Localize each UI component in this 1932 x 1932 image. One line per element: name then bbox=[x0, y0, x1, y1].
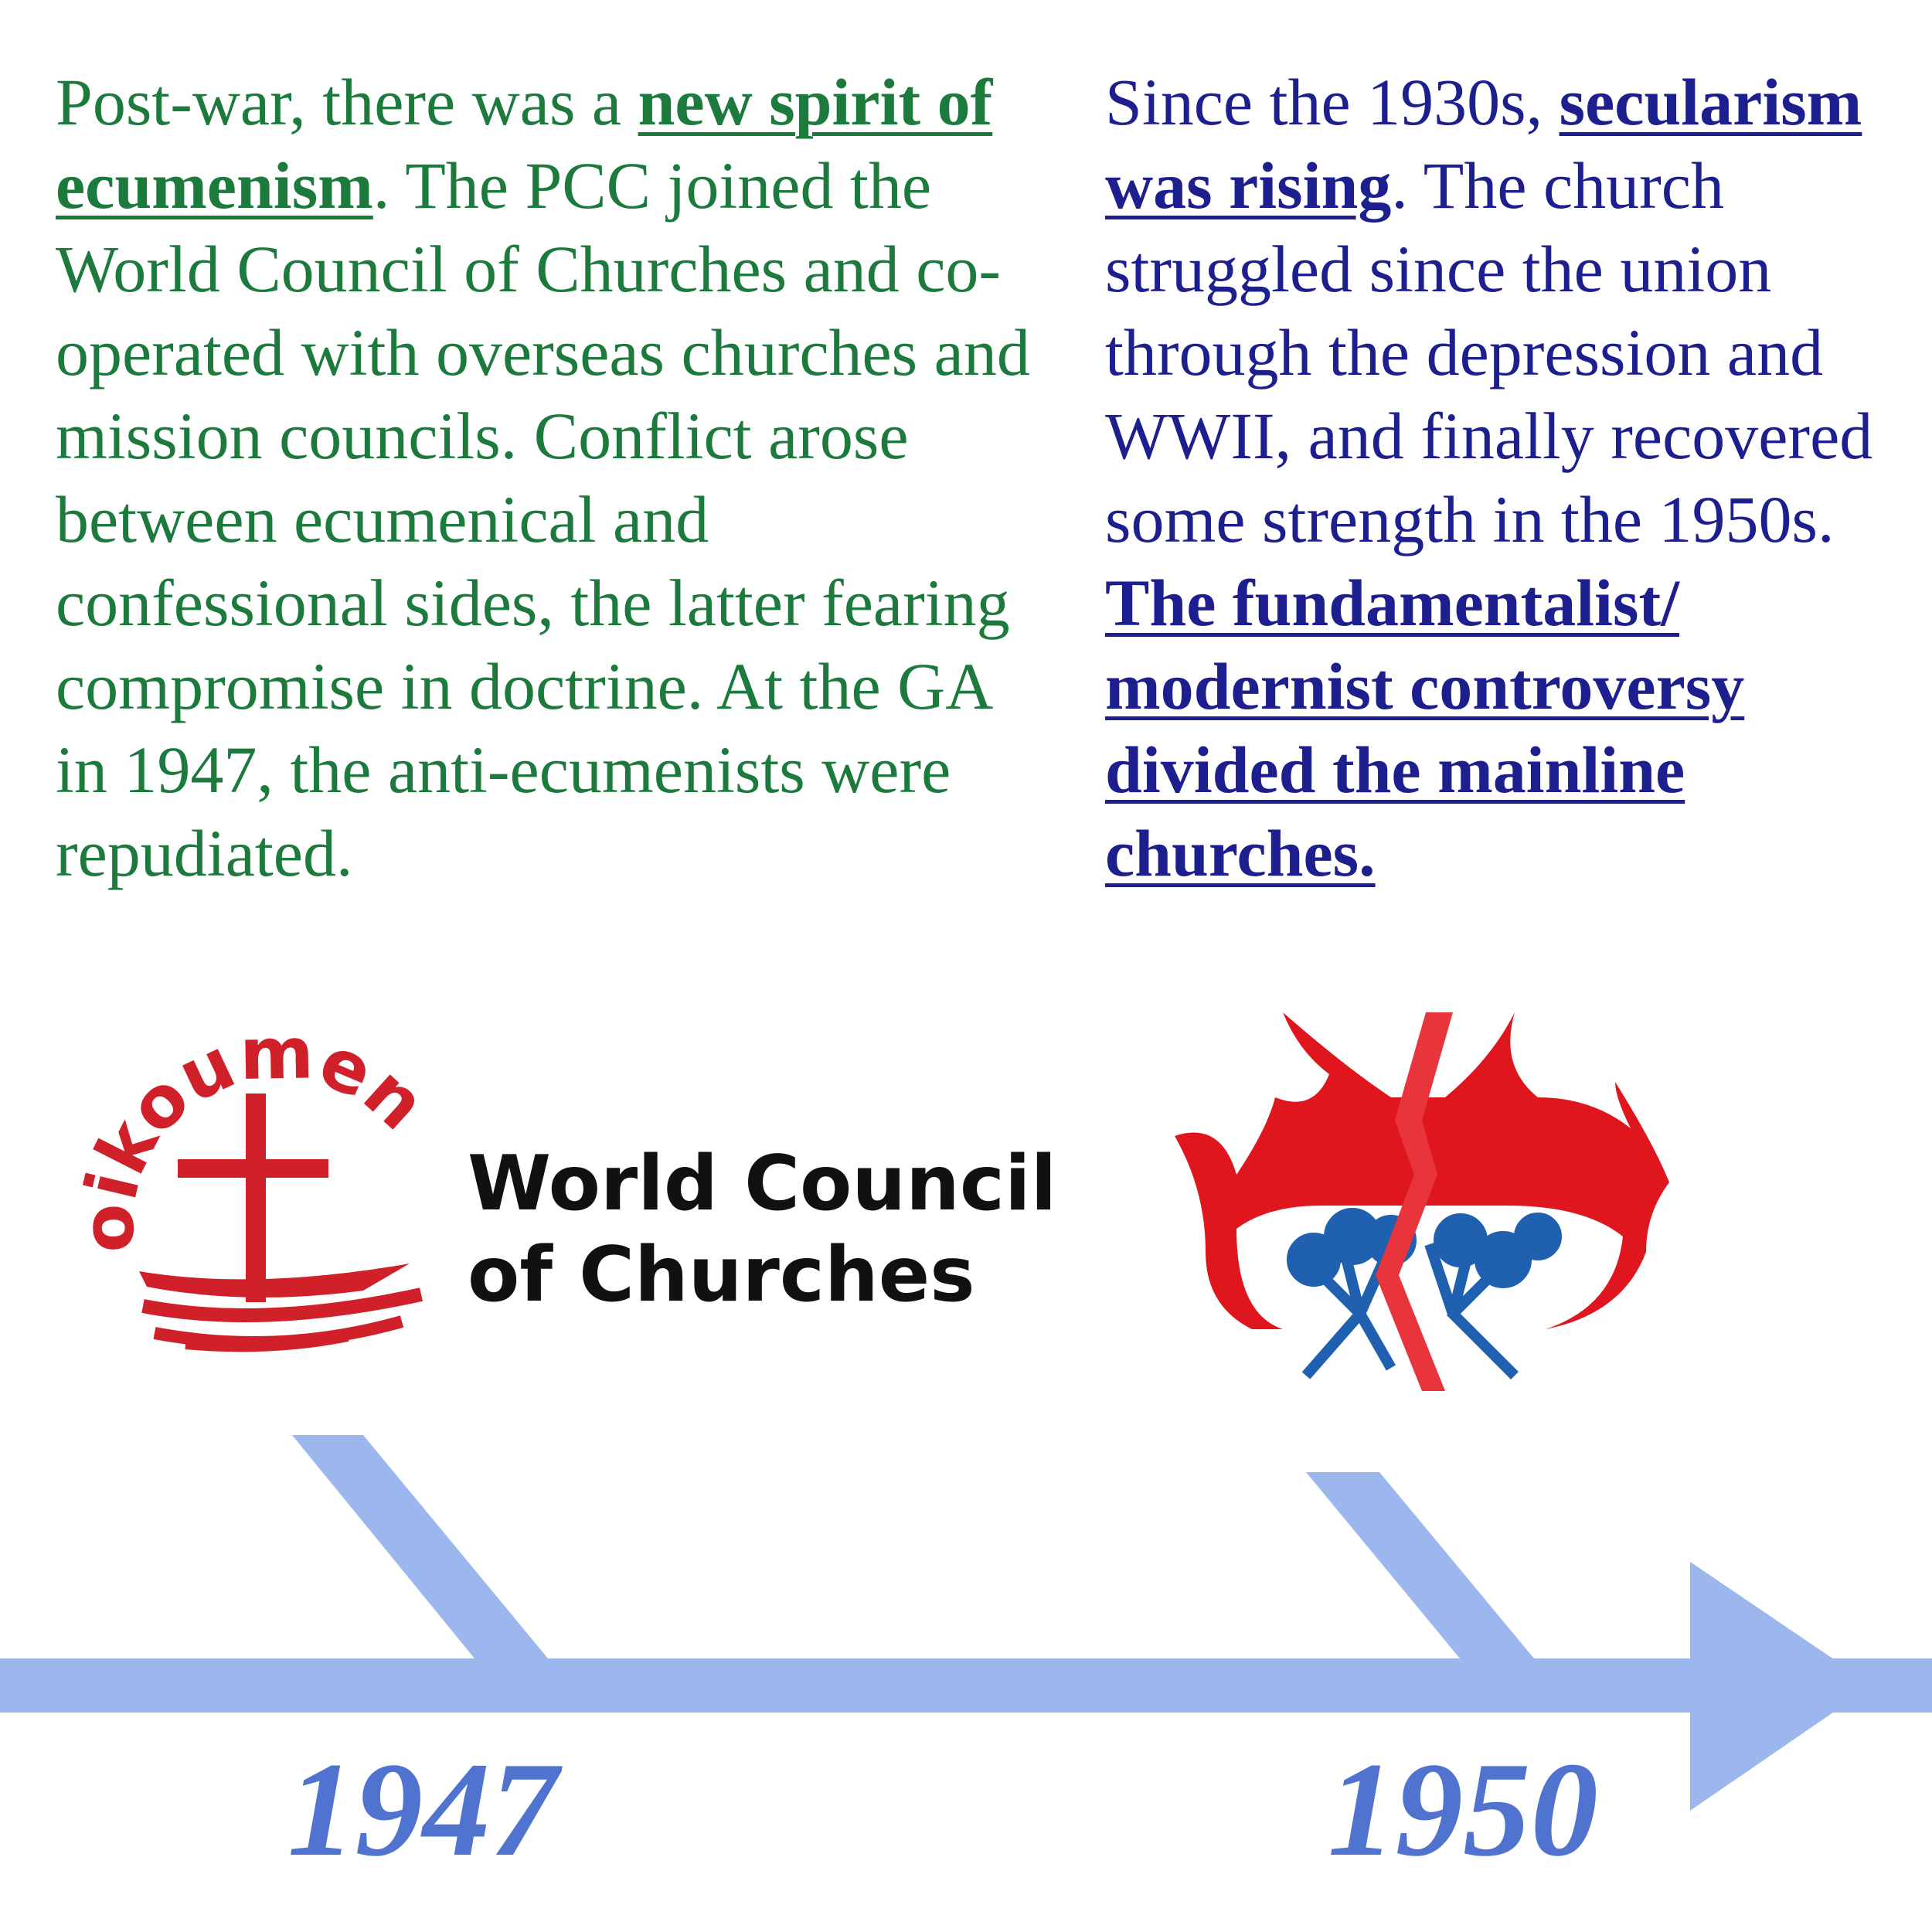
left-paragraph: Post-war, there was a new spirit of ecum… bbox=[56, 60, 1053, 895]
ring-text-path: oikoumene bbox=[0, 0, 441, 1253]
text: Post-war, there was a bbox=[56, 65, 638, 139]
right-paragraph: Since the 1930s, secularism was rising. … bbox=[1105, 60, 1917, 895]
text: . The PCC joined the World Council of Ch… bbox=[56, 148, 1030, 890]
logo-name: of Churches bbox=[468, 1231, 975, 1319]
link[interactable]: The fundamentalist/ modernist controvers… bbox=[1105, 566, 1745, 890]
year-label: 1950 bbox=[1328, 1734, 1598, 1884]
text: . The church struggled since the union t… bbox=[1105, 148, 1873, 556]
year-label: 1947 bbox=[287, 1734, 563, 1884]
text: Since the 1930s, bbox=[1105, 65, 1560, 139]
link[interactable]: secularism was rising bbox=[1105, 65, 1862, 223]
logo-name: World Council bbox=[468, 1140, 1056, 1228]
ring-text: oikoumene bbox=[0, 0, 441, 1253]
wcc-logo: oikoumene bbox=[0, 0, 441, 1352]
timeline bbox=[0, 1435, 1932, 1811]
pcc-logo bbox=[1175, 1012, 1669, 1391]
link[interactable]: new spirit of ecumenism bbox=[56, 65, 993, 223]
